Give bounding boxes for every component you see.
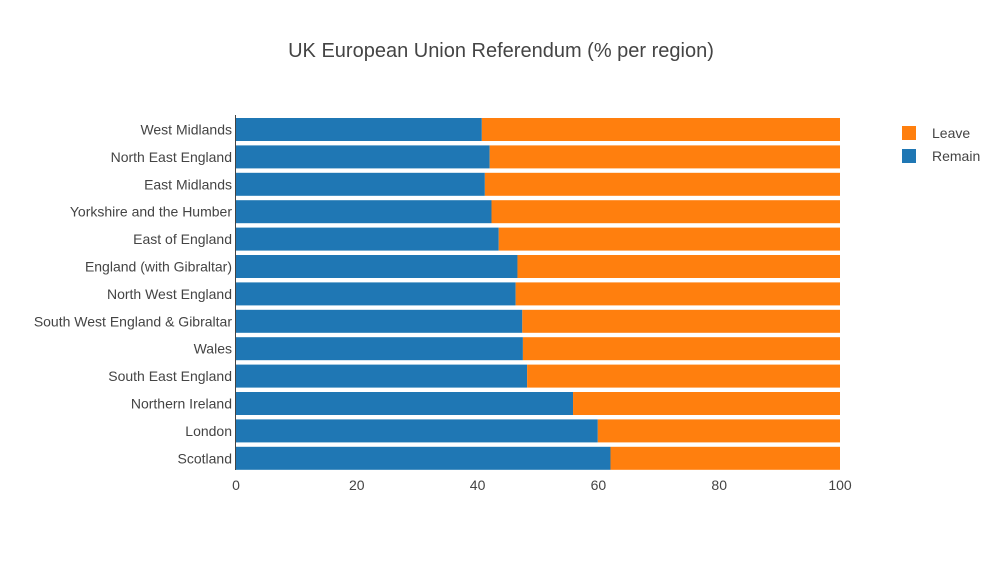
bar-remain-yorkshire-and-the-humber[interactable] — [236, 200, 492, 224]
y-tick-label: West Midlands — [140, 122, 232, 138]
bar-leave-yorkshire-and-the-humber[interactable] — [491, 200, 840, 224]
bar-leave-east-midlands[interactable] — [484, 172, 840, 196]
bar-remain-south-east-england[interactable] — [236, 364, 528, 388]
bar-leave-north-west-england[interactable] — [515, 282, 840, 306]
bar-leave-wales[interactable] — [522, 337, 840, 361]
bar-leave-northern-ireland[interactable] — [573, 392, 840, 415]
bar-leave-west-midlands[interactable] — [481, 118, 840, 141]
bar-remain-west-midlands[interactable] — [236, 118, 482, 141]
x-tick-label: 40 — [470, 477, 486, 493]
y-tick-label: Wales — [194, 341, 232, 357]
x-tick-label: 60 — [591, 477, 607, 493]
bar-leave-north-east-england[interactable] — [489, 145, 840, 169]
bar-remain-wales[interactable] — [236, 337, 523, 361]
y-tick-label: South East England — [108, 368, 232, 384]
y-tick-label: North East England — [111, 149, 232, 165]
y-tick-label: Northern Ireland — [131, 396, 232, 412]
y-tick-label: East Midlands — [144, 176, 232, 192]
y-tick-label: Yorkshire and the Humber — [70, 204, 232, 220]
bar-leave-east-of-england[interactable] — [498, 227, 840, 251]
chart-title: UK European Union Referendum (% per regi… — [288, 40, 714, 62]
x-tick-label: 20 — [349, 477, 365, 493]
bar-remain-scotland[interactable] — [236, 446, 611, 470]
bars-group — [236, 118, 840, 470]
legend-label-remain[interactable]: Remain — [932, 148, 980, 164]
y-tick-label: England (with Gibraltar) — [85, 259, 232, 275]
legend-swatch-remain[interactable] — [902, 149, 916, 163]
x-tick-label: 0 — [232, 477, 240, 493]
bar-leave-south-east-england[interactable] — [527, 364, 840, 388]
bar-remain-east-midlands[interactable] — [236, 172, 485, 196]
legend-swatch-leave[interactable] — [902, 126, 916, 140]
bar-remain-east-of-england[interactable] — [236, 227, 499, 251]
x-axis-ticks: 0 20 40 60 80 100 — [232, 477, 852, 493]
y-tick-label: North West England — [107, 286, 232, 302]
bar-leave-london[interactable] — [597, 419, 840, 443]
bar-remain-north-east-england[interactable] — [236, 145, 490, 169]
x-tick-label: 80 — [711, 477, 727, 493]
legend[interactable]: Leave Remain — [902, 125, 980, 164]
x-tick-label: 100 — [828, 477, 852, 493]
legend-label-leave[interactable]: Leave — [932, 125, 970, 141]
bar-remain-south-west-england-gibraltar[interactable] — [236, 309, 523, 333]
bar-leave-south-west-england-gibraltar[interactable] — [522, 309, 840, 333]
bar-leave-scotland[interactable] — [610, 446, 840, 470]
bar-remain-england-with-gibraltar[interactable] — [236, 255, 518, 278]
y-tick-label: Scotland — [178, 450, 232, 466]
bar-remain-northern-ireland[interactable] — [236, 392, 574, 415]
y-tick-label: London — [185, 423, 232, 439]
bar-leave-england-with-gibraltar[interactable] — [517, 255, 840, 278]
bar-remain-north-west-england[interactable] — [236, 282, 516, 306]
y-tick-label: East of England — [133, 231, 232, 247]
y-axis-labels: West Midlands North East England East Midl… — [34, 122, 233, 467]
bar-remain-london[interactable] — [236, 419, 598, 443]
y-tick-label: South West England & Gibraltar — [34, 313, 233, 329]
